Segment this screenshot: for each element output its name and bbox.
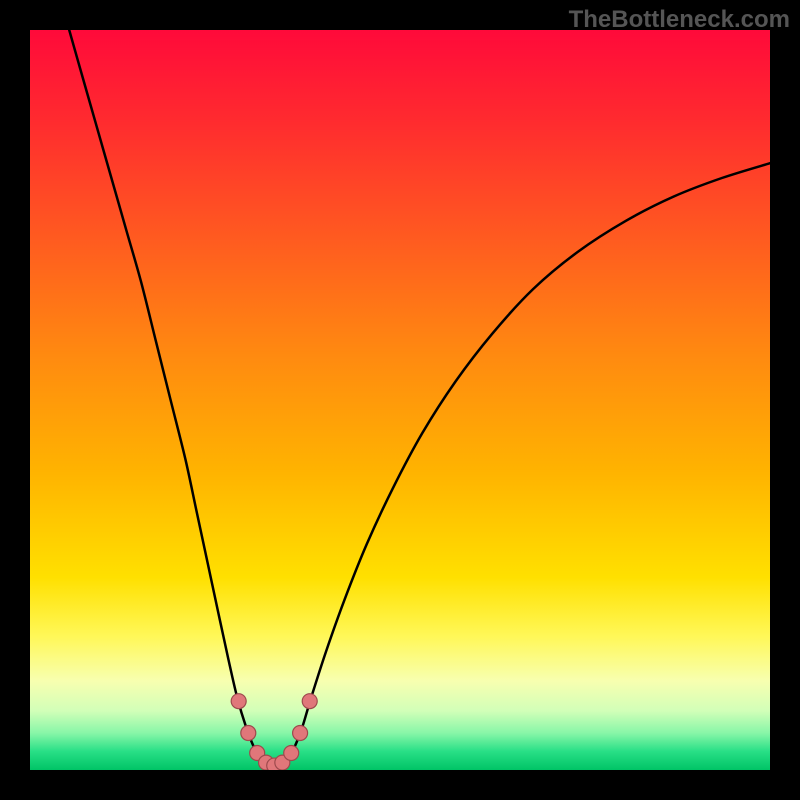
plot-area [30, 30, 770, 770]
chart-svg [30, 30, 770, 770]
trough-marker [293, 726, 308, 741]
trough-marker [284, 745, 299, 760]
gradient-background [30, 30, 770, 770]
trough-marker [231, 694, 246, 709]
trough-marker [241, 726, 256, 741]
plot-frame [30, 30, 770, 770]
trough-marker [302, 694, 317, 709]
